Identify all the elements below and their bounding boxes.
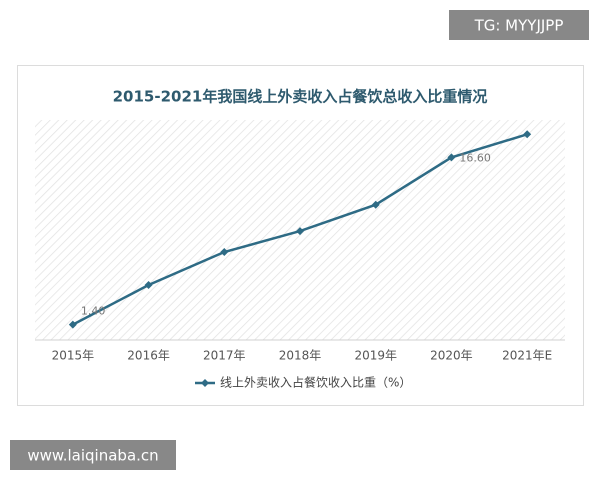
data-label: 16.60 bbox=[459, 151, 491, 164]
x-tick-label: 2021年E bbox=[502, 349, 552, 363]
x-tick-label: 2018年 bbox=[279, 349, 322, 363]
x-tick-label: 2020年 bbox=[430, 349, 473, 363]
x-tick-label: 2015年 bbox=[52, 349, 95, 363]
point bbox=[144, 281, 153, 289]
point bbox=[220, 248, 229, 256]
watermark: www.laiqinaba.cn bbox=[27, 447, 158, 465]
data-label: 1.40 bbox=[81, 305, 106, 318]
legend-marker bbox=[201, 379, 209, 387]
chart-title: 2015-2021年我国线上外卖收入占餐饮总收入比重情况 bbox=[113, 88, 488, 106]
point bbox=[296, 227, 304, 236]
watermark: TG: MYYJJPP bbox=[474, 17, 564, 35]
x-tick-label: 2019年 bbox=[354, 349, 397, 363]
x-tick-label: 2016年 bbox=[127, 349, 170, 363]
point bbox=[447, 153, 456, 162]
legend-label: 线上外卖收入占餐饮收入比重（%） bbox=[220, 375, 411, 390]
point bbox=[68, 320, 77, 329]
x-tick-label: 2017年 bbox=[203, 349, 246, 363]
watermark-box bbox=[10, 440, 176, 470]
watermark-box bbox=[449, 10, 589, 40]
point bbox=[371, 200, 380, 209]
point bbox=[523, 130, 532, 139]
